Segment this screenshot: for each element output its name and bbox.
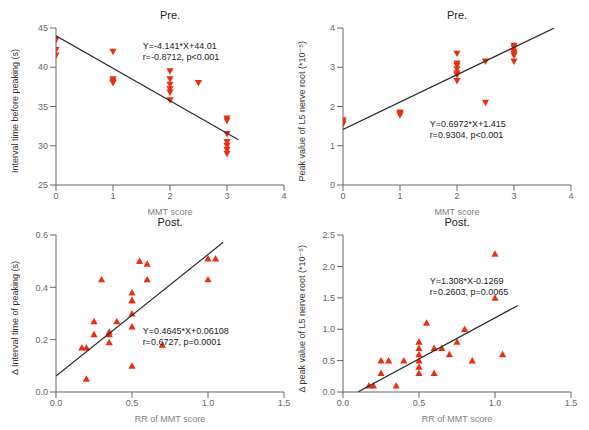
svg-text:0.2: 0.2 xyxy=(35,335,48,345)
svg-text:35: 35 xyxy=(38,102,48,112)
html-text:Peak value of L5 nerve root (*: Peak value of L5 nerve root (*10⁻⁵) xyxy=(297,41,307,182)
html-text:Post.: Post. xyxy=(157,216,183,228)
svg-text:0: 0 xyxy=(340,191,345,201)
svg-text:1.5: 1.5 xyxy=(565,398,578,408)
svg-text:1.0: 1.0 xyxy=(202,398,215,408)
svg-text:4: 4 xyxy=(330,23,335,33)
svg-text:RR of MMT score: RR of MMT score xyxy=(422,414,492,422)
svg-text:1: 1 xyxy=(397,191,402,201)
html-text:r=-0.8712, p<0.001: r=-0.8712, p<0.001 xyxy=(142,51,220,62)
html-text:r=0.9304, p<0.001: r=0.9304, p<0.001 xyxy=(429,130,504,140)
svg-text:45: 45 xyxy=(38,23,48,33)
svg-text:3: 3 xyxy=(511,191,516,201)
html-text:r=0.6727, p=0.0001: r=0.6727, p=0.0001 xyxy=(142,337,222,347)
svg-text:0.0: 0.0 xyxy=(50,398,63,408)
html-text:Interval time before peaking (: Interval time before peaking (s) xyxy=(10,49,20,174)
svg-text:1.0: 1.0 xyxy=(489,398,502,408)
html-text:r=0.2603, p=0.0065: r=0.2603, p=0.0065 xyxy=(429,286,509,297)
html-text:Pre.: Pre. xyxy=(446,9,468,21)
html-text:Y=1.308*X-0.1269: Y=1.308*X-0.1269 xyxy=(429,275,504,286)
svg-text:0.0: 0.0 xyxy=(337,398,350,408)
svg-text:1.5: 1.5 xyxy=(278,398,291,408)
svg-text:0.6: 0.6 xyxy=(35,230,48,240)
html-text:Δ peak value of L5 nerve root: Δ peak value of L5 nerve root (*10⁻⁵) xyxy=(297,244,307,393)
svg-text:0.0: 0.0 xyxy=(35,387,48,397)
html-text:Post.: Post. xyxy=(444,216,470,228)
svg-text:1: 1 xyxy=(330,141,335,151)
svg-text:0.4: 0.4 xyxy=(35,283,48,293)
svg-text:0.5: 0.5 xyxy=(413,398,426,408)
html-text:Δ Interval time of peaking (s): Δ Interval time of peaking (s) xyxy=(10,261,20,376)
html-text:Y=-4.141*X+44.01: Y=-4.141*X+44.01 xyxy=(142,40,217,51)
svg-text:4: 4 xyxy=(568,191,573,201)
svg-text:2: 2 xyxy=(454,191,459,201)
svg-text:3: 3 xyxy=(330,62,335,72)
svg-text:0.0: 0.0 xyxy=(322,387,335,397)
svg-text:0: 0 xyxy=(53,191,58,201)
svg-text:1: 1 xyxy=(110,191,115,201)
svg-text:1.0: 1.0 xyxy=(322,324,335,334)
svg-text:0.5: 0.5 xyxy=(322,356,335,366)
svg-text:30: 30 xyxy=(38,141,48,151)
svg-text:MMT score: MMT score xyxy=(148,207,193,215)
svg-text:3: 3 xyxy=(224,191,229,201)
svg-text:40: 40 xyxy=(38,62,48,72)
svg-text:2.0: 2.0 xyxy=(322,262,335,272)
svg-text:RR of MMT score: RR of MMT score xyxy=(135,414,205,422)
html-text:Y=0.6972*X+1.415: Y=0.6972*X+1.415 xyxy=(429,119,506,129)
html-text:Pre.: Pre. xyxy=(159,9,181,21)
svg-text:1.5: 1.5 xyxy=(322,293,335,303)
svg-text:2: 2 xyxy=(167,191,172,201)
svg-text:MMT score: MMT score xyxy=(435,207,480,215)
svg-text:0: 0 xyxy=(330,180,335,190)
svg-text:0.5: 0.5 xyxy=(126,398,139,408)
svg-text:25: 25 xyxy=(38,180,48,190)
svg-text:4: 4 xyxy=(281,191,286,201)
svg-text:2: 2 xyxy=(330,102,335,112)
svg-text:2.5: 2.5 xyxy=(322,230,335,240)
html-text:Y=0.4645*X+0.06108: Y=0.4645*X+0.06108 xyxy=(142,326,229,336)
